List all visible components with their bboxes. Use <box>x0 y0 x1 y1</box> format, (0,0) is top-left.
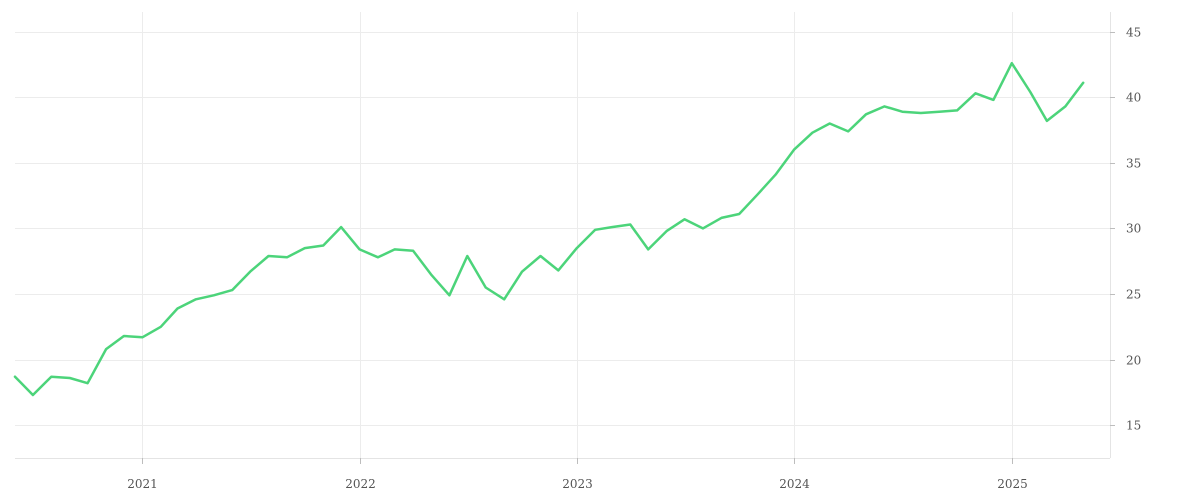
y-tick-label: 20 <box>1126 354 1141 368</box>
y-axis-ticks: 15 20 25 30 35 40 45 <box>1110 26 1141 433</box>
series-line <box>13 61 1085 397</box>
x-tick-label: 2021 <box>127 477 158 491</box>
y-tick-label: 30 <box>1126 222 1141 236</box>
x-tick-label: 2023 <box>562 477 593 491</box>
y-tick-label: 45 <box>1126 26 1141 40</box>
vertical-gridlines <box>142 12 1013 458</box>
x-axis-ticks: 2021 2022 2023 2024 2025 <box>127 458 1028 491</box>
series-layer <box>13 61 1085 397</box>
y-tick-label: 40 <box>1126 91 1141 105</box>
horizontal-gridlines <box>15 32 1110 426</box>
y-tick-label: 35 <box>1126 157 1141 171</box>
x-tick-label: 2025 <box>997 477 1028 491</box>
y-tick-label: 25 <box>1126 288 1141 302</box>
y-tick-label: 15 <box>1126 419 1141 433</box>
x-tick-label: 2024 <box>779 477 810 491</box>
x-tick-label: 2022 <box>345 477 376 491</box>
